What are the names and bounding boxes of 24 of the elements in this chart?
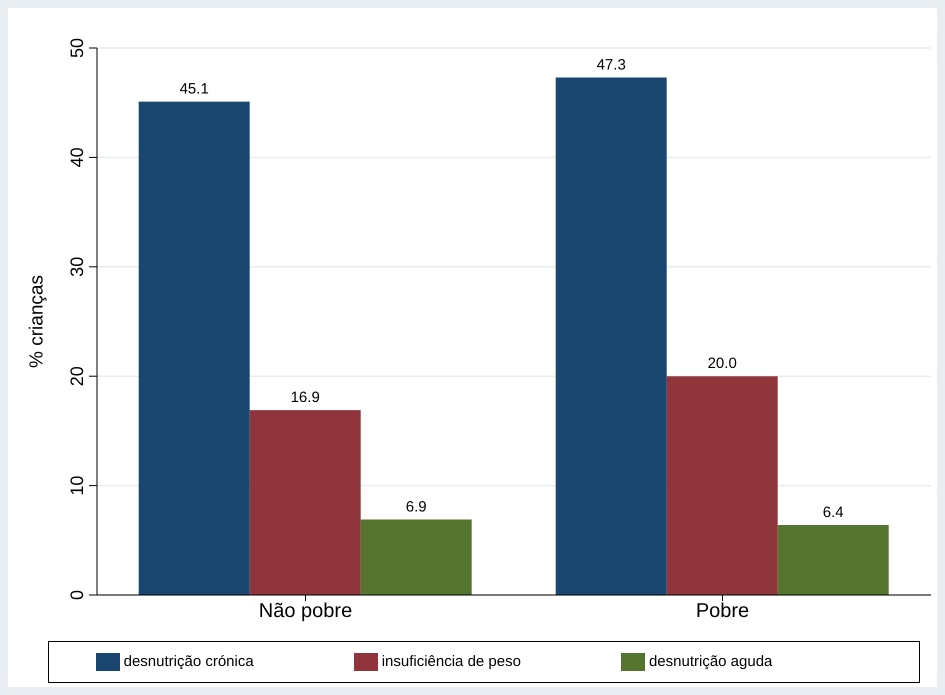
bar xyxy=(556,78,667,595)
y-tick-label: 30 xyxy=(67,256,87,277)
x-tick-label: Não pobre xyxy=(258,600,352,622)
legend-label: insuficiência de peso xyxy=(382,652,521,670)
data-label: 6.4 xyxy=(822,504,844,521)
y-tick-label: 50 xyxy=(67,38,87,58)
x-tick-label: Pobre xyxy=(696,600,750,622)
data-label: 6.9 xyxy=(406,498,427,516)
y-tick-label: 10 xyxy=(67,476,87,496)
legend-label: desnutrição crónica xyxy=(124,652,254,670)
bar xyxy=(250,410,361,595)
bar xyxy=(138,102,250,595)
data-label: 47.3 xyxy=(596,56,626,74)
bar xyxy=(360,520,472,595)
bar xyxy=(666,376,778,595)
y-tick-label: 0 xyxy=(67,590,87,600)
data-label: 16.9 xyxy=(290,389,320,406)
legend-label: desnutrição aguda xyxy=(648,652,772,670)
y-axis-title: % crianças xyxy=(26,275,48,368)
y-tick-label: 20 xyxy=(67,366,87,386)
bar xyxy=(778,524,889,595)
y-tick-label: 40 xyxy=(67,147,87,168)
data-label: 20.0 xyxy=(708,355,737,372)
data-label: 45.1 xyxy=(180,80,209,98)
